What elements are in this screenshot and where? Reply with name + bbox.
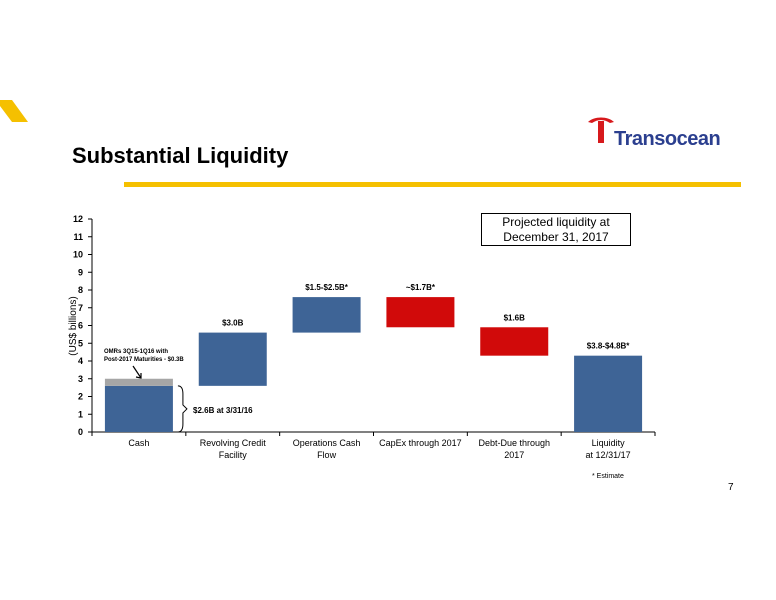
y-tick-label: 12 bbox=[73, 214, 83, 224]
waterfall-bar bbox=[386, 297, 455, 328]
waterfall-bar bbox=[198, 332, 267, 386]
slide-title: Substantial Liquidity bbox=[72, 143, 289, 168]
x-category-label: Flow bbox=[317, 450, 337, 460]
x-category-label: at 12/31/17 bbox=[586, 450, 631, 460]
y-tick-label: 4 bbox=[78, 356, 83, 366]
y-tick-label: 3 bbox=[78, 374, 83, 384]
cash-bracket-label: $2.6B at 3/31/16 bbox=[193, 406, 253, 415]
cash-bracket bbox=[177, 385, 188, 433]
logo-text: Transocean bbox=[614, 128, 721, 150]
bar-value-label: $1.5-$2.5B* bbox=[305, 283, 349, 292]
accent-wedge-shape bbox=[0, 100, 28, 122]
callout-line: Projected liquidity at bbox=[502, 215, 610, 229]
footnote: * Estimate bbox=[592, 473, 624, 480]
y-tick-label: 9 bbox=[78, 267, 83, 277]
x-category-label: Liquidity bbox=[592, 438, 626, 448]
waterfall-bar bbox=[574, 355, 643, 432]
accent-wedge bbox=[0, 100, 28, 122]
omr-arrow bbox=[132, 365, 142, 379]
bar-value-label: $3.0B bbox=[222, 319, 244, 328]
x-category-label: CapEx through 2017 bbox=[379, 438, 462, 448]
title-underline bbox=[124, 182, 741, 187]
y-tick-label: 7 bbox=[78, 303, 83, 313]
omr-overlay-bar bbox=[104, 378, 173, 386]
y-tick-label: 11 bbox=[73, 232, 83, 242]
y-axis-label: (US$ billions) bbox=[68, 296, 79, 355]
x-category-label: Operations Cash bbox=[293, 438, 361, 448]
y-tick-label: 1 bbox=[78, 409, 83, 419]
x-category-label: Cash bbox=[128, 438, 149, 448]
y-tick-label: 6 bbox=[78, 321, 83, 331]
y-tick-label: 10 bbox=[73, 250, 83, 260]
waterfall-bar bbox=[480, 327, 549, 356]
y-tick-label: 8 bbox=[78, 285, 83, 295]
x-category-label: Revolving Credit bbox=[200, 438, 267, 448]
callout-box: Projected liquidity at December 31, 2017 bbox=[481, 213, 631, 246]
waterfall-bar bbox=[292, 297, 361, 333]
y-tick-label: 5 bbox=[78, 338, 83, 348]
y-tick-label: 2 bbox=[78, 392, 83, 402]
x-category-label: 2017 bbox=[504, 450, 524, 460]
waterfall-bar bbox=[104, 385, 173, 432]
omr-arrowhead bbox=[135, 373, 142, 379]
callout-line: December 31, 2017 bbox=[503, 230, 609, 244]
page-number: 7 bbox=[728, 482, 734, 493]
x-category-label: Facility bbox=[219, 450, 248, 460]
bar-value-label: ~$1.7B* bbox=[406, 283, 436, 292]
transocean-logo-icon bbox=[588, 117, 614, 143]
x-category-label: Debt-Due through bbox=[478, 438, 550, 448]
bar-value-label: $3.8-$4.8B* bbox=[587, 342, 631, 351]
y-tick-label: 0 bbox=[78, 427, 83, 437]
omr-annotation: Post-2017 Maturities - $0.3B bbox=[104, 357, 184, 363]
omr-annotation: OMRs 3Q15-1Q16 with bbox=[104, 349, 168, 355]
bar-value-label: $1.6B bbox=[504, 313, 526, 322]
